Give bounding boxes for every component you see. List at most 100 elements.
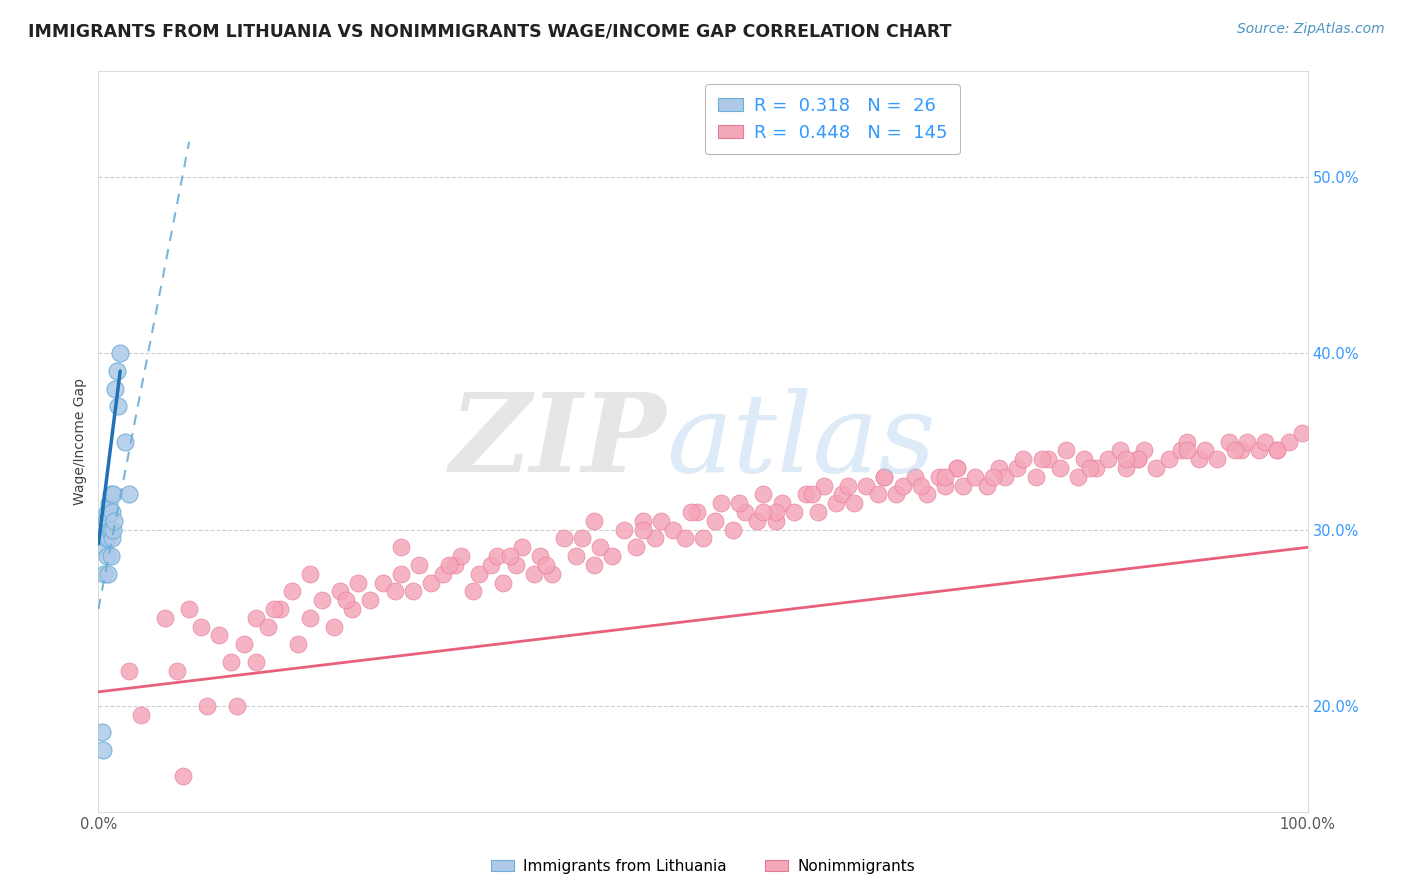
Point [172,769,194,783]
Point [492,575,515,590]
Point [1218,434,1240,449]
Point [873,470,896,484]
Point [505,558,527,572]
Point [245,611,267,625]
Point [886,487,908,501]
Point [704,514,727,528]
Point [179,602,201,616]
Point [311,593,333,607]
Point [96,549,118,563]
Point [873,470,896,484]
Point [1133,443,1156,458]
Point [673,532,696,546]
Point [498,549,520,563]
Point [928,470,950,484]
Legend: Immigrants from Lithuania, Nonimmigrants: Immigrants from Lithuania, Nonimmigrants [485,853,921,880]
Point [1109,443,1132,458]
Point [602,549,624,563]
Point [269,602,291,616]
Point [190,620,212,634]
Legend: R =  0.318   N =  26, R =  0.448   N =  145: R = 0.318 N = 26, R = 0.448 N = 145 [704,84,960,154]
Point [1128,452,1150,467]
Point [661,523,683,537]
Point [226,698,249,713]
Point [1031,452,1053,467]
Point [910,478,932,492]
Point [323,620,346,634]
Point [100,487,122,501]
Point [1115,461,1137,475]
Point [1175,443,1198,458]
Point [384,584,406,599]
Point [855,478,877,492]
Point [153,611,176,625]
Point [1194,443,1216,458]
Point [93,566,115,581]
Point [747,514,769,528]
Point [263,602,285,616]
Point [100,523,122,537]
Point [98,523,121,537]
Point [679,505,702,519]
Point [256,620,278,634]
Point [752,505,775,519]
Point [529,549,551,563]
Point [765,505,787,519]
Text: ZIP: ZIP [450,388,666,495]
Point [96,505,118,519]
Point [91,725,114,739]
Point [1230,443,1253,458]
Point [844,496,866,510]
Point [891,478,914,492]
Point [1073,452,1095,467]
Point [752,487,775,501]
Point [988,461,1011,475]
Point [589,541,612,555]
Point [1254,434,1277,449]
Point [1146,461,1168,475]
Point [728,496,751,510]
Point [432,566,454,581]
Point [904,470,927,484]
Point [1223,443,1246,458]
Point [105,364,128,378]
Point [129,707,152,722]
Point [97,532,120,546]
Point [583,514,606,528]
Point [1170,443,1192,458]
Point [444,558,467,572]
Point [540,566,562,581]
Point [486,549,509,563]
Point [565,549,588,563]
Point [1007,461,1029,475]
Point [782,505,804,519]
Point [107,399,129,413]
Point [723,523,745,537]
Point [692,532,714,546]
Point [868,487,890,501]
Point [534,558,557,572]
Point [553,532,575,546]
Point [1054,443,1077,458]
Point [1157,452,1180,467]
Point [402,584,425,599]
Point [770,496,793,510]
Point [114,434,136,449]
Point [934,470,956,484]
Point [281,584,304,599]
Point [510,541,533,555]
Point [1049,461,1071,475]
Point [976,478,998,492]
Text: Source: ZipAtlas.com: Source: ZipAtlas.com [1237,22,1385,37]
Point [108,346,131,360]
Point [831,487,853,501]
Point [1085,461,1108,475]
Point [1249,443,1271,458]
Point [765,514,787,528]
Point [686,505,709,519]
Point [195,698,218,713]
Point [994,470,1017,484]
Point [335,593,357,607]
Point [934,478,956,492]
Point [420,575,443,590]
